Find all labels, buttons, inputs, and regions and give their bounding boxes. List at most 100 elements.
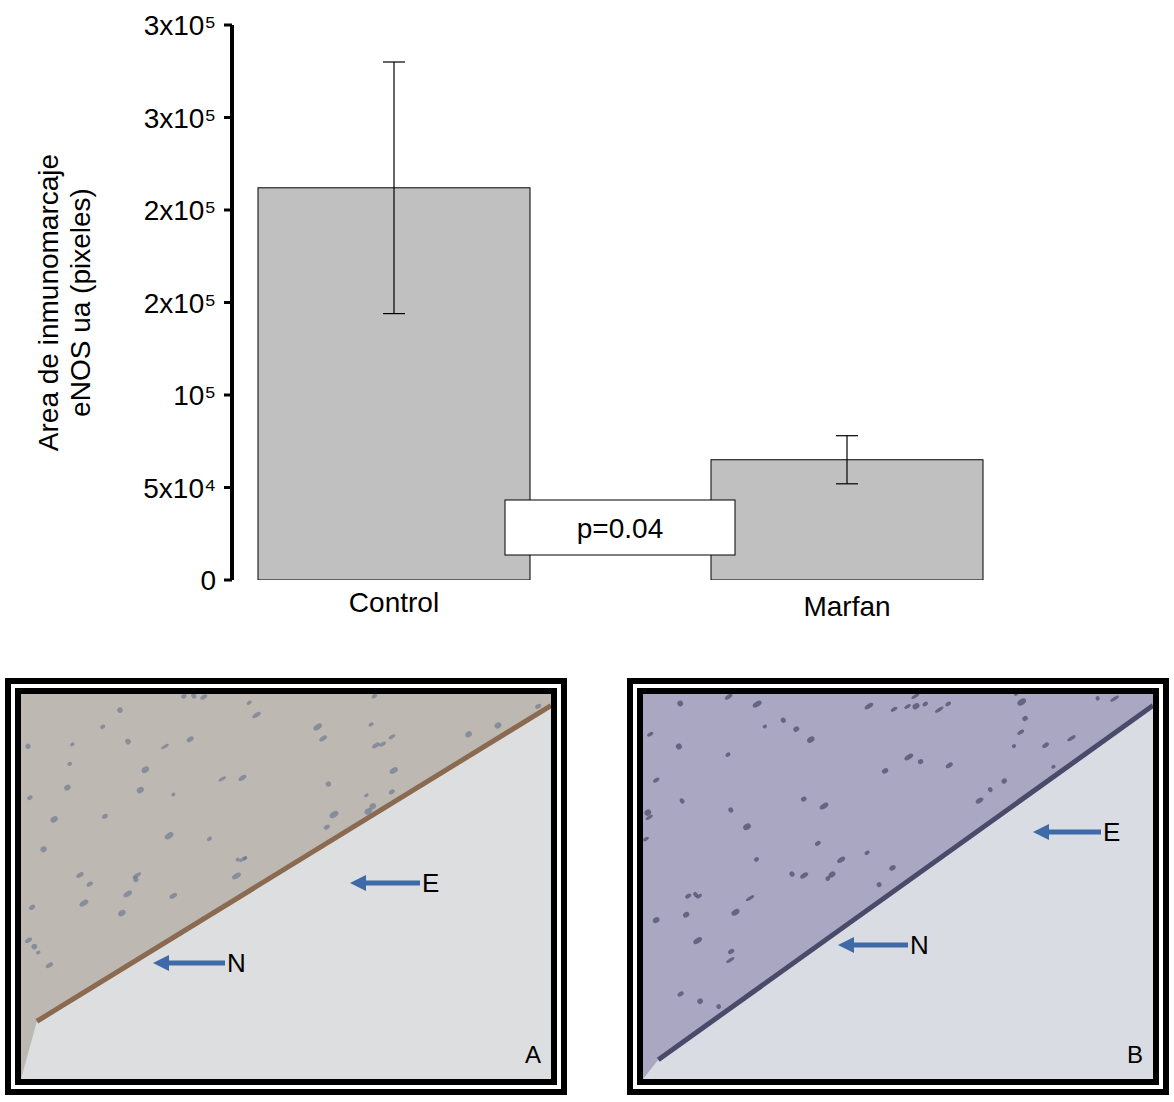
nucleus <box>987 786 994 793</box>
panel-letter: A <box>525 1041 541 1068</box>
nucleus <box>325 780 332 787</box>
nucleus <box>388 788 396 795</box>
nucleus <box>745 894 755 902</box>
nucleus <box>911 694 920 700</box>
arrow-label: N <box>910 930 929 960</box>
nucleus <box>251 711 261 720</box>
y-tick <box>224 301 232 304</box>
nucleus <box>132 876 139 883</box>
nucleus <box>464 730 473 739</box>
nucleus <box>1051 764 1057 769</box>
nucleus <box>140 765 150 774</box>
nucleus <box>1066 734 1076 742</box>
arrow-head <box>838 937 854 953</box>
nucleus <box>881 767 889 775</box>
panel-letter: B <box>1127 1041 1143 1068</box>
nucleus <box>117 909 127 918</box>
nucleus <box>1021 715 1028 722</box>
nucleus <box>934 706 944 714</box>
nucleus <box>180 694 187 700</box>
nucleus <box>1000 777 1007 784</box>
nucleus <box>643 836 650 842</box>
micrograph-panel: ENB <box>627 678 1169 1095</box>
y-tick-label: 0 <box>200 565 216 596</box>
annotation: p=0.04 <box>577 513 663 544</box>
nucleus <box>242 856 247 861</box>
nucleus <box>206 836 213 842</box>
nucleus <box>762 724 768 729</box>
lumen <box>21 694 551 1079</box>
nucleus <box>1013 694 1018 697</box>
nucleus <box>646 731 654 738</box>
error-bar-cap <box>836 483 858 484</box>
nucleus <box>911 702 920 711</box>
nucleus <box>800 796 807 803</box>
nucleus <box>136 786 145 795</box>
nucleus <box>922 701 929 707</box>
nucleus <box>312 722 323 731</box>
nucleus <box>652 777 660 784</box>
nucleus <box>903 752 914 761</box>
nucleus <box>904 703 912 710</box>
nucleus <box>318 734 328 742</box>
nucleus <box>682 911 690 919</box>
tissue <box>643 694 1153 1079</box>
nucleus <box>742 822 752 831</box>
tissue <box>21 694 551 1079</box>
y-tick <box>224 24 232 27</box>
nucleus <box>164 831 175 841</box>
nucleus <box>715 1003 722 1010</box>
nucleus <box>26 794 33 801</box>
nucleus <box>24 743 31 750</box>
arrow-label: N <box>227 948 246 978</box>
error-bar <box>836 436 858 484</box>
nucleus <box>67 761 73 767</box>
nucleus <box>819 801 830 810</box>
nucleus <box>99 724 106 730</box>
nucleus <box>788 870 795 877</box>
arrow <box>1045 830 1101 835</box>
lumen <box>643 694 1153 1079</box>
bars <box>258 62 983 580</box>
micrograph <box>643 694 1153 1079</box>
nucleus <box>371 694 378 699</box>
nucleus <box>39 845 48 853</box>
nucleus <box>368 802 377 811</box>
nucleus <box>752 699 763 709</box>
frame-gap <box>11 684 561 1089</box>
error-bar-stem <box>846 436 847 484</box>
nucleus <box>684 893 692 900</box>
nucleus <box>28 904 36 911</box>
arrow-head <box>350 875 366 891</box>
annotation-box <box>505 500 735 555</box>
y-tick-label: 2x10⁵ <box>144 195 216 226</box>
y-axis-title: eNOS ua (pixeles) <box>65 188 96 417</box>
nucleus <box>1095 695 1101 701</box>
x-tick-label: Control <box>349 587 439 618</box>
nucleus <box>45 961 54 969</box>
nucleus <box>725 956 735 964</box>
nucleus <box>63 784 72 792</box>
nucleus <box>171 792 176 797</box>
nucleus <box>727 948 735 955</box>
nucleus <box>675 742 683 750</box>
nucleus <box>1041 741 1050 749</box>
nucleus <box>75 871 84 879</box>
nucleus <box>389 766 400 775</box>
arrow-head <box>153 955 169 971</box>
nucleus <box>238 774 248 782</box>
nucleus <box>945 761 954 769</box>
frame-outer <box>5 678 567 1095</box>
nucleus <box>24 936 33 944</box>
nucleus <box>890 706 898 713</box>
nucleus <box>35 950 41 955</box>
y-tick-label: 10⁵ <box>173 380 216 411</box>
figure: 05x10⁴10⁵2x10⁵2x10⁵3x10⁵3x10⁵Area de inm… <box>0 0 1174 1102</box>
nucleus <box>116 706 124 713</box>
nucleus <box>388 733 396 740</box>
nucleus <box>677 990 685 997</box>
nucleus <box>864 702 875 711</box>
frame-outer <box>627 678 1169 1095</box>
y-tick-label: 2x10⁵ <box>144 288 216 319</box>
endothelium <box>37 706 551 1022</box>
